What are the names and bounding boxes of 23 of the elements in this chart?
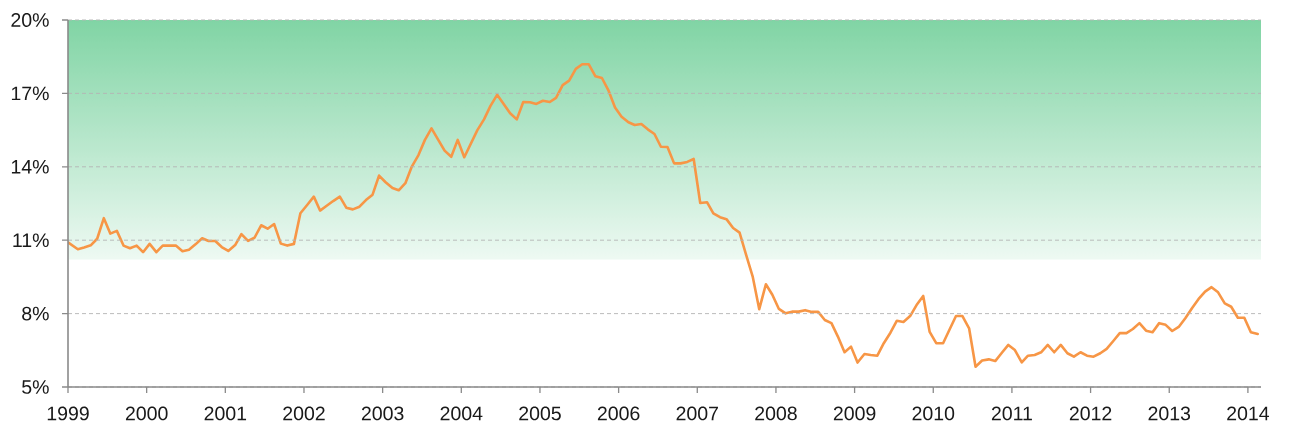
- x-tick-label: 2007: [676, 406, 718, 421]
- x-tick-label: 2005: [519, 406, 561, 421]
- y-tick-label: 20%: [11, 13, 49, 27]
- x-tick-label: 2009: [833, 406, 876, 421]
- x-tick-label: 2002: [283, 406, 325, 421]
- x-tick-label: 2001: [204, 406, 247, 421]
- x-tick-label: 2013: [1148, 406, 1191, 421]
- line-series: [68, 62, 1260, 368]
- x-tick-label: 2008: [755, 406, 797, 421]
- x-tick-label: 2000: [125, 406, 168, 421]
- y-tick-label: 5%: [22, 380, 49, 394]
- y-tick-label: 17%: [11, 86, 49, 101]
- x-tick-label: 2014: [1227, 406, 1270, 421]
- x-tick-label: 1999: [47, 406, 89, 421]
- y-tick-label: 11%: [13, 233, 49, 248]
- x-tick-label: 2010: [912, 406, 955, 421]
- x-tick-label: 2011: [991, 406, 1032, 421]
- x-tick-label: 2012: [1069, 406, 1112, 421]
- y-tick-label: 14%: [11, 159, 49, 174]
- x-tick-label: 2006: [597, 406, 640, 421]
- y-tick-label: 8%: [22, 306, 49, 321]
- x-tick-label: 2003: [361, 406, 404, 421]
- x-tick-label: 2004: [440, 406, 483, 421]
